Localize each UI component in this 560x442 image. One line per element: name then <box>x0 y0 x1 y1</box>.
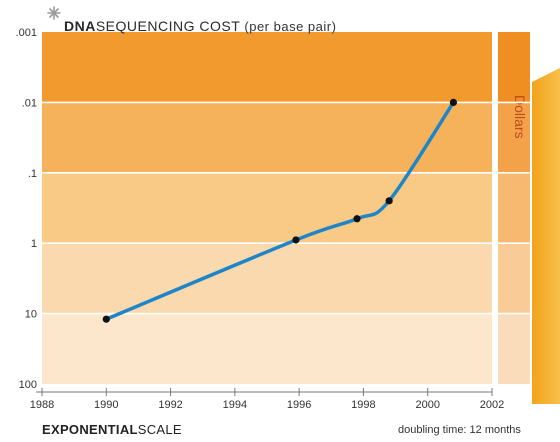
scale-cell-4 <box>498 313 530 384</box>
y-tick-label: 100 <box>19 379 37 391</box>
x-tick-label: 1992 <box>158 399 182 411</box>
data-point <box>449 98 458 106</box>
data-point <box>353 215 361 223</box>
scale-label: EXPONENTIALSCALE <box>42 422 182 437</box>
doubling-time: doubling time: 12 months <box>398 424 521 436</box>
scale-cell-3 <box>498 243 530 314</box>
series-line <box>104 100 456 321</box>
data-points <box>102 98 458 323</box>
y-tick-label: 10 <box>25 309 37 321</box>
x-axis: 1988 1990 1992 1994 1996 1998 2000 2002 <box>30 388 504 411</box>
scale-cell-1 <box>498 102 530 173</box>
scale-cell-0 <box>498 32 530 103</box>
data-point <box>292 236 300 244</box>
band-2 <box>42 172 492 244</box>
y-tick-label: .01 <box>22 97 37 109</box>
chart-title: DNASEQUENCING COST (per base pair) <box>64 18 336 34</box>
scale-cell-2 <box>498 172 530 244</box>
background-bands <box>42 32 492 384</box>
data-point <box>102 315 110 323</box>
scale-bold: EXPONENTIAL <box>42 422 138 437</box>
band-1 <box>42 102 492 173</box>
dollar-scale-column <box>498 32 530 384</box>
data-point <box>385 197 393 205</box>
side-label: Dollars <box>512 95 528 139</box>
decoration-icon <box>47 6 61 20</box>
x-tick-label: 1998 <box>351 399 375 411</box>
side-arrow <box>532 68 560 404</box>
x-tick-label: 1996 <box>287 399 311 411</box>
x-tick-label: 2000 <box>415 399 439 411</box>
x-tick-label: 1994 <box>223 399 247 411</box>
y-tick-label: 1 <box>31 238 37 250</box>
x-tick-label: 2002 <box>480 399 504 411</box>
scale-rest: SCALE <box>137 422 182 437</box>
title-rest: SEQUENCING COST <box>95 18 240 34</box>
x-tick-label: 1988 <box>30 399 54 411</box>
y-axis: .001 .01 .1 1 10 100 <box>16 27 37 391</box>
y-tick-label: .1 <box>28 168 37 180</box>
band-4 <box>42 313 492 384</box>
title-note: (per base pair) <box>244 19 337 34</box>
title-bold: DNA <box>64 18 96 34</box>
band-3 <box>42 243 492 314</box>
y-tick-label: .001 <box>16 27 37 39</box>
band-0 <box>42 32 492 103</box>
x-tick-label: 1990 <box>94 399 118 411</box>
